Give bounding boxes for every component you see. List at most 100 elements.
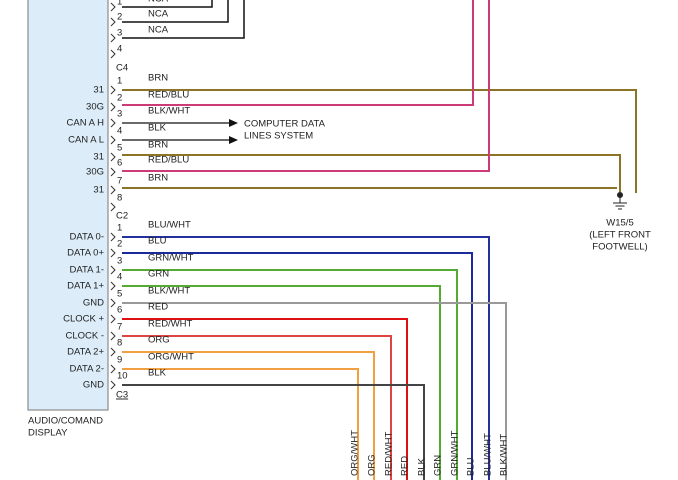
wire-color: ORG [148,335,170,346]
wire-color: RED/BLU [148,155,189,166]
pin-number: 1 [117,223,122,234]
pin-contact [110,167,116,177]
pin-number: 5 [117,289,122,300]
signal-label: CAN A L [68,135,104,146]
wire [122,335,392,480]
wire-color: ORG/WHT [148,352,194,363]
wire [122,0,213,8]
pin-contact [110,102,116,112]
module-box [27,0,109,411]
wire [122,0,245,39]
connector-label: C3 [116,390,128,401]
signal-label: 31 [93,85,104,96]
wire-color: BLK [148,368,167,379]
pin-number: 4 [117,44,122,55]
wire-color: BLK/WHT [148,106,190,117]
pin-number: 6 [117,305,122,316]
signal-label: DATA 0+ [67,248,104,259]
signal-label: CLOCK - [65,331,104,342]
wire [122,318,408,480]
module-label: AUDIO/COMAND [28,416,103,427]
wire-color: NCA [148,0,169,5]
wire [122,302,507,480]
pin-contact [110,347,116,357]
wire [122,89,637,193]
pin-contact [110,265,116,275]
wire-color: BLK [148,123,167,134]
pin-contact [110,202,116,212]
pin-number: 4 [117,272,122,283]
signal-label: 31 [93,185,104,196]
pin-contact [110,118,116,128]
pin-contact [110,17,116,27]
ground-symbol [613,192,627,210]
wire-color: BLU/WHT [483,433,494,476]
wire-color: GRN/WHT [450,430,461,476]
wire-color: GRN [433,455,444,476]
wire [122,0,229,23]
wire-color: RED/WHT [148,319,193,330]
pin-contact [110,135,116,145]
pin-number: 10 [117,371,128,382]
wire [122,384,425,480]
wire-color: BLU [148,236,167,247]
wire-color: ORG/WHT [350,430,361,476]
wire-color: RED/WHT [384,431,395,476]
pin-number: 2 [117,12,122,23]
pin-number: 1 [117,0,122,8]
wire-color: BLU/WHT [148,220,191,231]
pin-number: 8 [117,338,122,349]
wire-color: BRN [148,173,168,184]
pin-contact [110,85,116,95]
signal-label: DATA 1+ [67,281,104,292]
signal-label: DATA 2- [70,364,105,375]
pin-contact [110,49,116,59]
signal-label: 30G [86,167,104,178]
wire-color: RED [400,456,411,476]
pin-number: 2 [117,239,122,250]
pin-contact [110,298,116,308]
pin-contact [110,331,116,341]
pin-number: 1 [117,76,122,87]
wire-color: RED [148,302,168,313]
pin-number: 3 [117,28,122,39]
pin-number: 3 [117,109,122,120]
wire-color: NCA [148,25,169,36]
wire [122,0,474,106]
wire-color: ORG [367,454,378,476]
ground-id: W15/5 [606,218,633,229]
wire-color: BLK/WHT [499,434,510,476]
pin-contact [110,232,116,242]
signal-label: 30G [86,102,104,113]
wire-color: NCA [148,9,169,20]
pin-number: 4 [117,126,122,137]
pin-contact [110,380,116,390]
wire-color: GRN [148,269,169,280]
pin-contact [110,2,116,12]
ground-location: FOOTWELL) [592,242,647,253]
wire [122,252,473,480]
pin-number: 2 [117,93,122,104]
wire-color: BRN [148,73,168,84]
wire-color: BRN [148,140,168,151]
signal-label: DATA 2+ [67,347,104,358]
signal-label: GND [83,380,104,391]
wire-color: GRN/WHT [148,253,194,264]
wire-color: RED/BLU [148,90,189,101]
signal-label: CLOCK + [63,314,104,325]
pin-contact [110,185,116,195]
signal-label: DATA 0- [70,232,105,243]
wire [122,0,490,172]
wire [122,368,359,480]
arrow-head [229,136,238,144]
signal-label: CAN A H [67,118,105,129]
signal-label: DATA 1- [70,265,105,276]
pin-number: 9 [117,355,122,366]
pin-number: 3 [117,256,122,267]
wire [122,285,441,480]
pin-number: 6 [117,158,122,169]
wire-color: BLU [466,457,477,476]
pin-contact [110,33,116,43]
